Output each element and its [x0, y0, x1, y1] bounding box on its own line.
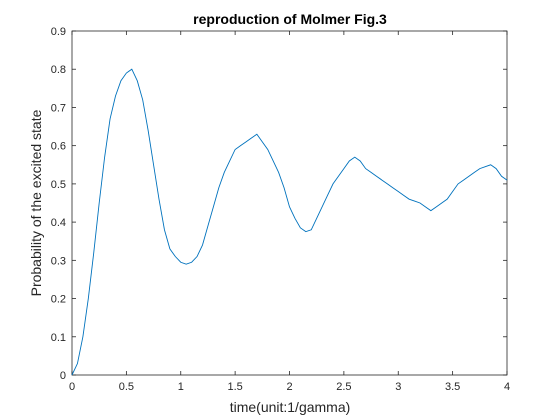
series-line — [71, 68, 508, 376]
x-tick-label: 3.5 — [445, 381, 460, 393]
plot-area: 0 0.5 1 1.5 2 2.5 3 3.5 4 0 0.1 0.2 0.3 0.4 0.5 0.6 0.7 0… — [51, 26, 510, 393]
x-axis-label: time(unit:1/gamma) — [230, 399, 351, 415]
x-tick-label: 3 — [395, 381, 401, 393]
y-tick-label: 0.7 — [51, 102, 66, 114]
y-tick-label: 0.1 — [51, 332, 66, 344]
y-axis-label: Probability of the excited state — [28, 109, 44, 296]
x-tick-label: 0 — [69, 381, 75, 393]
x-tick-label: 1.5 — [227, 381, 242, 393]
x-tick-label: 1 — [178, 381, 184, 393]
y-tick-label: 0.8 — [51, 64, 66, 76]
x-tick-label: 2.5 — [336, 381, 351, 393]
x-tick-label: 2 — [286, 381, 292, 393]
chart-title: reproduction of Molmer Fig.3 — [193, 11, 387, 27]
y-tick-label: 0.4 — [51, 217, 66, 229]
tick-label-group: 0 0.5 1 1.5 2 2.5 3 3.5 4 0 0.1 0.2 0.3 0.4 0.5 0.6 0.7 0… — [51, 26, 510, 393]
y-tick-label: 0.5 — [51, 179, 66, 191]
tick-group — [71, 30, 508, 376]
y-tick-label: 0.2 — [51, 294, 66, 306]
y-tick-label: 0.6 — [51, 141, 66, 153]
x-tick-label: 4 — [504, 381, 510, 393]
y-tick-label: 0.9 — [51, 26, 66, 38]
y-tick-label: 0 — [60, 370, 66, 382]
axes-box — [71, 30, 508, 376]
y-tick-label: 0.3 — [51, 255, 66, 267]
x-tick-label: 0.5 — [119, 381, 134, 393]
